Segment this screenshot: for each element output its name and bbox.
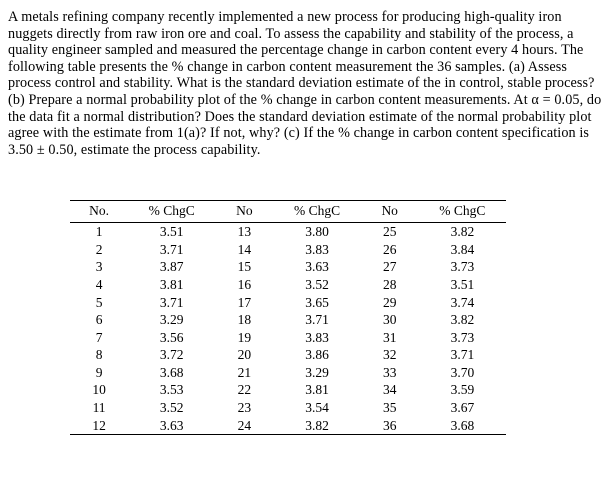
table-cell: 34 [382, 382, 397, 398]
table-cell: 3.71 [305, 312, 329, 328]
table-cell: 36 [382, 417, 397, 433]
table-cell: 3.63 [159, 417, 184, 433]
table-row: 3 3.87 15 3.63 27 3.73 [70, 259, 506, 277]
table-cell: 18 [237, 312, 252, 328]
table-cell: 17 [237, 294, 252, 310]
table-cell: 3.74 [450, 294, 475, 310]
table-row: 8 3.72 20 3.86 32 3.71 [70, 347, 506, 365]
table-cell: 3.70 [450, 364, 475, 380]
table-header-cell: No [381, 203, 398, 219]
table-cell: 3.81 [305, 382, 329, 398]
table-cell: 3.82 [305, 417, 329, 433]
table-row: 7 3.56 19 3.83 31 3.73 [70, 329, 506, 347]
table-cell: 16 [237, 276, 252, 292]
table-cell: 3.71 [159, 294, 184, 310]
table-cell: 24 [237, 417, 252, 433]
table-cell: 3.83 [305, 241, 329, 257]
table-cell: 3.71 [159, 241, 184, 257]
table-cell: 23 [237, 400, 252, 416]
table-cell: 3.80 [305, 224, 329, 240]
table-cell: 27 [382, 259, 397, 275]
table-cell: 3.63 [305, 259, 329, 275]
table-head: No. % ChgC No % ChgC No % ChgC [70, 200, 506, 223]
table-row: 12 3.63 24 3.82 36 3.68 [70, 417, 506, 435]
table-cell: 19 [237, 329, 252, 345]
table-cell: 13 [237, 224, 252, 240]
table-cell: 3.82 [450, 224, 475, 240]
table-body: 1 3.51 13 3.80 25 3.82 2 3.71 14 3.83 26 3.84 3 3.87 1… [70, 223, 506, 435]
table-row: 11 3.52 23 3.54 35 3.67 [70, 399, 506, 417]
table-row: 6 3.29 18 3.71 30 3.82 [70, 311, 506, 329]
table-cell: 35 [382, 400, 397, 416]
table-cell: 1 [95, 224, 103, 240]
table-cell: 21 [237, 364, 252, 380]
table-cell: 3.68 [159, 364, 184, 380]
table-cell: 3.52 [159, 400, 184, 416]
table-row: 9 3.68 21 3.29 33 3.70 [70, 364, 506, 382]
table-header-cell: % ChgC [439, 203, 486, 219]
table-cell: 7 [95, 329, 103, 345]
table-cell: 3.83 [305, 329, 329, 345]
table-cell: 31 [382, 329, 397, 345]
carbon-content-table: No.% ChgC No% ChgC No% ChgC 1 3.51 13 3.80 25 3… [70, 200, 506, 435]
table-header-cell: % ChgC [148, 203, 195, 219]
table-row: 1 3.51 13 3.80 25 3.82 [70, 223, 506, 241]
table-cell: 10 [92, 382, 106, 398]
table-cell: 3.54 [305, 400, 329, 416]
table-row: 4 3.81 16 3.52 28 3.51 [70, 276, 506, 294]
table-cell: 28 [382, 276, 397, 292]
table-header-cell: No. [89, 203, 109, 219]
problem-statement: A metals refining company recently imple… [8, 9, 602, 158]
table-cell: 8 [95, 347, 103, 363]
table-cell: 3.56 [159, 329, 184, 345]
table-cell: 11 [92, 400, 106, 416]
table-cell: 33 [382, 364, 397, 380]
table-cell: 25 [382, 224, 397, 240]
table-header-row: No. % ChgC No % ChgC No % ChgC [70, 200, 506, 223]
table-cell: 9 [95, 364, 103, 380]
table-cell: 3.84 [450, 241, 475, 257]
table-cell: 3.81 [159, 276, 184, 292]
table-cell: 3.72 [159, 347, 184, 363]
table-cell: 26 [382, 241, 397, 257]
table-cell: 32 [382, 347, 397, 363]
table-cell: 3.29 [305, 364, 329, 380]
table-cell: 3.53 [159, 382, 184, 398]
table-cell: 5 [95, 294, 103, 310]
table-cell: 3.29 [159, 312, 184, 328]
table-row: 2 3.71 14 3.83 26 3.84 [70, 241, 506, 259]
table-header-cell: No [236, 203, 253, 219]
table-cell: 3.73 [450, 259, 475, 275]
table-cell: 22 [237, 382, 252, 398]
table-cell: 4 [95, 276, 103, 292]
table-cell: 3 [95, 259, 103, 275]
table-cell: 6 [95, 312, 103, 328]
table-row: 5 3.71 17 3.65 29 3.74 [70, 294, 506, 312]
table-cell: 29 [382, 294, 397, 310]
table-cell: 3.87 [159, 259, 184, 275]
table-cell: 2 [95, 241, 103, 257]
table-cell: 3.82 [450, 312, 475, 328]
table-cell: 3.51 [159, 224, 184, 240]
table-cell: 3.51 [450, 276, 475, 292]
table-cell: 14 [237, 241, 252, 257]
table-cell: 15 [237, 259, 252, 275]
table-cell: 3.65 [305, 294, 329, 310]
table-cell: 3.71 [450, 347, 475, 363]
table-row: 10 3.53 22 3.81 34 3.59 [70, 382, 506, 400]
table-cell: 3.52 [305, 276, 329, 292]
table-header-cell: % ChgC [293, 203, 341, 219]
table-cell: 3.67 [450, 400, 475, 416]
table-cell: 30 [382, 312, 397, 328]
table-cell: 12 [92, 417, 106, 433]
table-cell: 3.73 [450, 329, 475, 345]
table-cell: 3.59 [450, 382, 475, 398]
table-cell: 3.68 [450, 417, 475, 433]
table-cell: 20 [237, 347, 252, 363]
table-cell: 3.86 [305, 347, 329, 363]
